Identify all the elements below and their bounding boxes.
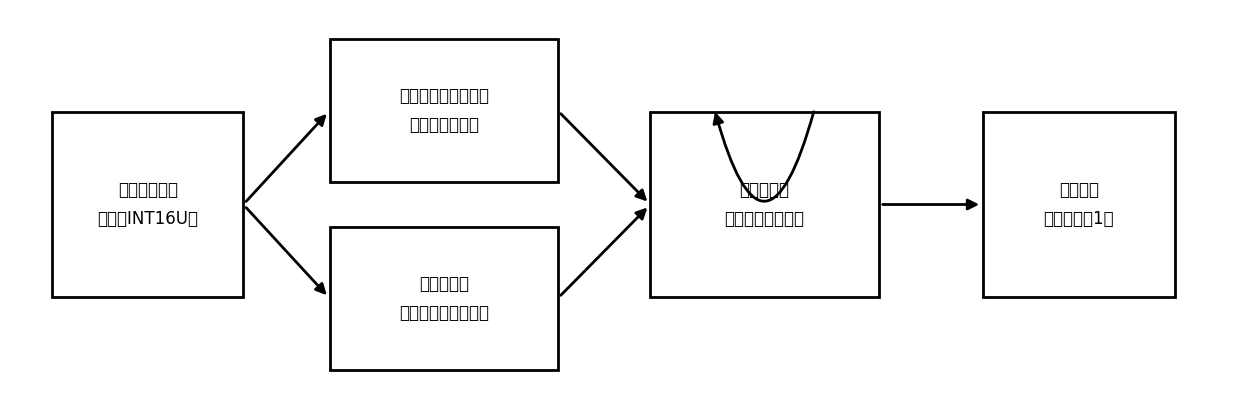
FancyBboxPatch shape — [984, 112, 1175, 297]
Text: 公共数据类
（例如电压量测）: 公共数据类 （例如电压量测） — [725, 181, 804, 228]
FancyBboxPatch shape — [330, 39, 558, 182]
Text: 公共抽象服务接口类
（例如时间戳）: 公共抽象服务接口类 （例如时间戳） — [399, 87, 488, 134]
FancyBboxPatch shape — [52, 112, 243, 297]
FancyBboxPatch shape — [650, 112, 878, 297]
Text: 基本数据类型
（例如INT16U）: 基本数据类型 （例如INT16U） — [97, 181, 198, 228]
Text: 逻辑节点
（例如节点1）: 逻辑节点 （例如节点1） — [1043, 181, 1114, 228]
Text: 结构属性类
（例如模拟数据类）: 结构属性类 （例如模拟数据类） — [399, 275, 488, 322]
FancyBboxPatch shape — [330, 227, 558, 370]
